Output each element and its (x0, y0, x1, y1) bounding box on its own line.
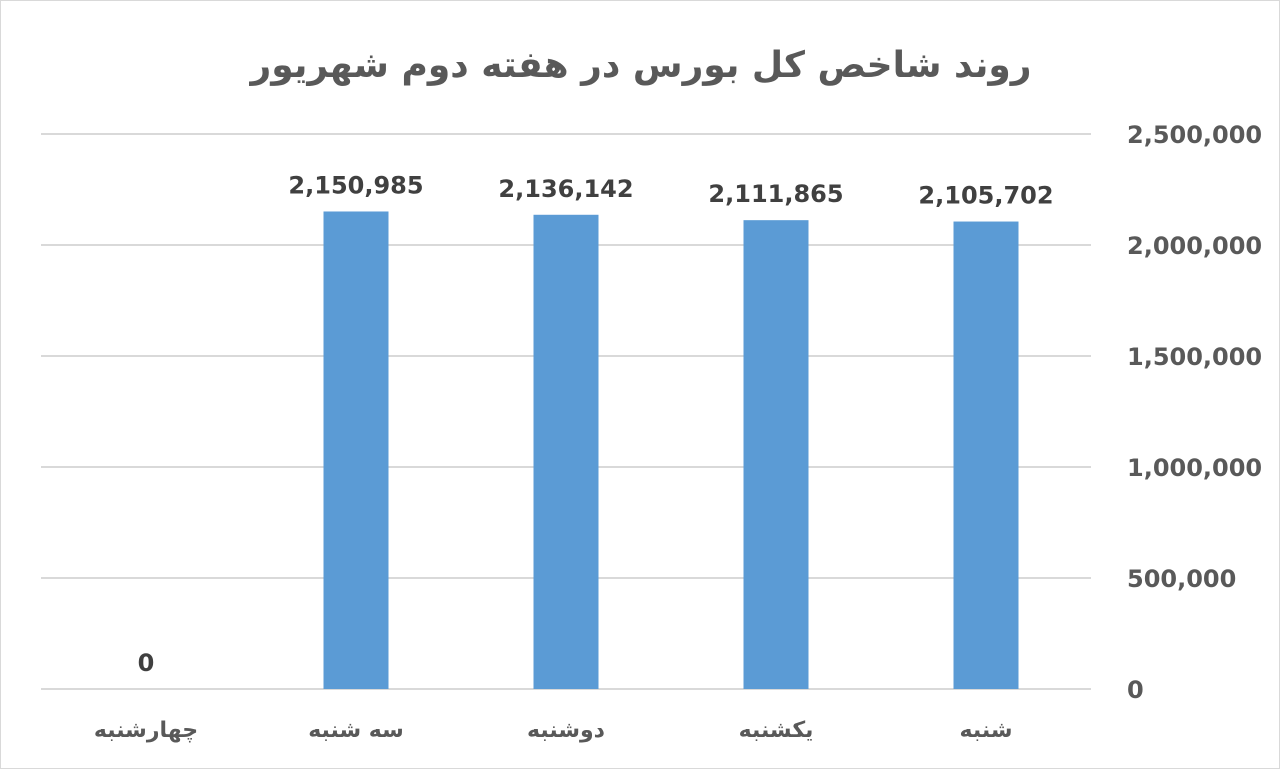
x-category-label: سه شنبه (308, 718, 404, 743)
y-tick-label: 0 (1127, 676, 1144, 704)
bar (323, 211, 389, 689)
data-label: 2,111,865 (708, 180, 843, 208)
bar (953, 221, 1019, 689)
data-label: 2,105,702 (918, 182, 1053, 210)
data-label: 2,150,985 (288, 171, 423, 199)
bar (743, 220, 809, 690)
x-category-label: شنبه (960, 718, 1013, 743)
x-category-label: یکشنبه (739, 718, 814, 743)
x-category-label: دوشنبه (527, 718, 605, 743)
x-category-label: چهارشنبه (94, 718, 198, 743)
bar (533, 214, 599, 689)
y-tick-label: 2,000,000 (1127, 232, 1262, 260)
y-tick-label: 1,500,000 (1127, 343, 1262, 371)
y-tick-label: 1,000,000 (1127, 454, 1262, 482)
chart-title: روند شاخص کل بورس در هفته دوم شهریور (249, 45, 1032, 86)
data-label: 2,136,142 (498, 175, 633, 203)
data-label: 0 (138, 649, 155, 677)
y-tick-label: 2,500,000 (1127, 121, 1262, 149)
y-tick-label: 500,000 (1127, 565, 1236, 593)
